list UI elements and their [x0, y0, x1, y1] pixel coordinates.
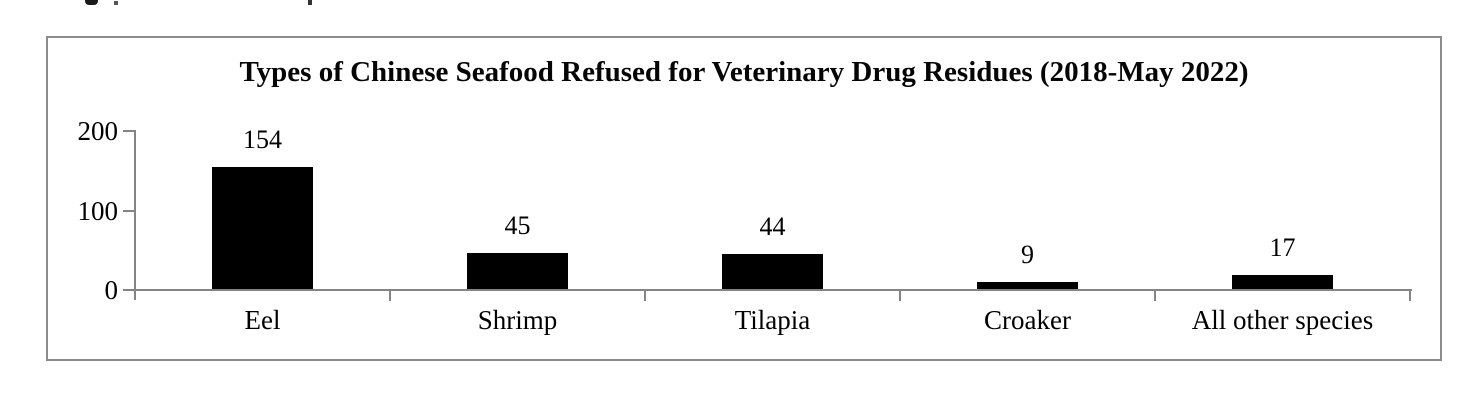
- y-axis-line: [134, 130, 136, 300]
- bar-value-label: 9: [1021, 240, 1034, 269]
- category-label: Tilapia: [734, 305, 811, 335]
- x-tick: [1154, 289, 1156, 301]
- category-label: All other species: [1191, 305, 1374, 335]
- bar: [212, 167, 313, 289]
- clipped-text-fragment: [114, 1, 118, 5]
- bar: [467, 253, 568, 289]
- x-tick: [644, 289, 646, 301]
- clipped-text-fragment: [308, 0, 312, 5]
- bar-value-label: 17: [1269, 233, 1296, 262]
- y-tick-label: 100: [77, 195, 119, 226]
- y-tick: [123, 209, 135, 212]
- bar-value-label: 44: [759, 212, 786, 241]
- chart-title: Types of Chinese Seafood Refused for Vet…: [239, 56, 1249, 88]
- bar: [1232, 275, 1333, 289]
- x-axis-line: [123, 289, 1412, 291]
- x-tick: [1409, 289, 1411, 301]
- y-tick-label: 200: [77, 116, 119, 146]
- category-label: Shrimp: [477, 305, 558, 335]
- y-tick: [123, 130, 135, 132]
- x-tick: [389, 289, 391, 301]
- y-tick-label: 0: [104, 275, 119, 305]
- category-label: Eel: [244, 305, 281, 335]
- category-label: Croaker: [984, 305, 1071, 335]
- bar: [722, 254, 823, 289]
- bar: [977, 282, 1078, 289]
- bar-value-label: 45: [504, 211, 531, 240]
- bar-value-label: 154: [243, 125, 282, 154]
- x-tick: [899, 289, 901, 301]
- clipped-text-fragment: [85, 0, 98, 5]
